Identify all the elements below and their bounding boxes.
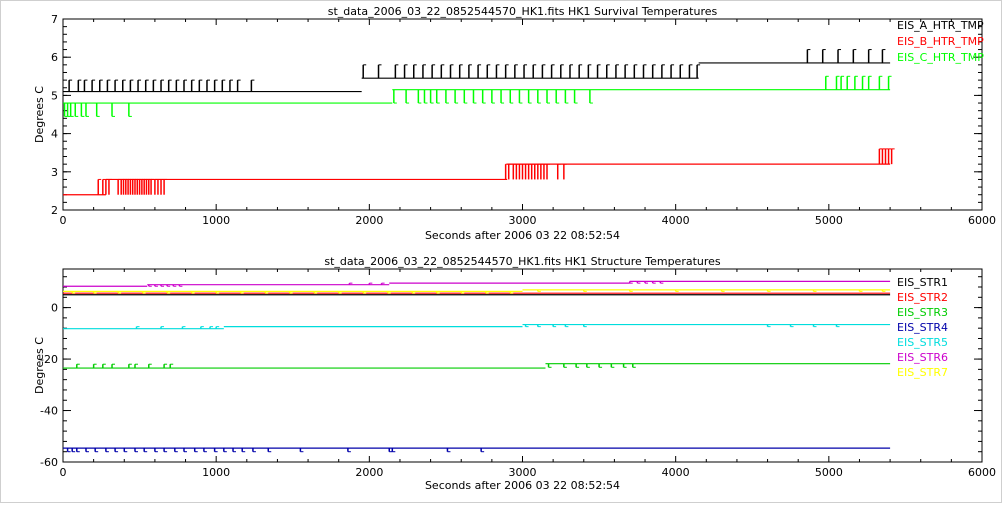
series-4 (63, 447, 891, 453)
y-tick-label: 5 (51, 89, 58, 102)
legend-entry: EIS_STR5 (897, 336, 948, 349)
x-tick-label: 4000 (662, 214, 690, 227)
series-3 (63, 363, 891, 369)
x-tick-label: 3000 (509, 466, 537, 479)
legend-entry: EIS_STR1 (897, 276, 948, 289)
legend-entry: EIS_STR3 (897, 306, 948, 319)
plot-frame (62, 268, 983, 463)
y-tick-label: 7 (51, 13, 58, 26)
chart-title: st_data_2006_03_22_0852544570_HK1.fits H… (328, 5, 718, 18)
x-axis-label: Seconds after 2006 03 22 08:52:54 (425, 229, 620, 242)
x-tick-label: 2000 (355, 214, 383, 227)
chart-title: st_data_2006_03_22_0852544570_HK1.fits H… (324, 255, 721, 268)
chart-1: st_data_2006_03_22_0852544570_HK1.fits H… (33, 5, 996, 242)
x-axis-label: Seconds after 2006 03 22 08:52:54 (425, 479, 620, 492)
x-tick-label: 5000 (815, 466, 843, 479)
y-tick-label: -40 (40, 405, 58, 418)
y-tick-label: 0 (51, 302, 58, 315)
x-axis: 0 1000 2000 3000 4000 5000 6000 (60, 269, 996, 479)
x-tick-label: 6000 (968, 214, 996, 227)
x-tick-label: 1000 (202, 214, 230, 227)
y-tick-label: 2 (51, 204, 58, 217)
y-axis-label: Degrees C (33, 337, 46, 394)
y-axis-label: Degrees C (33, 86, 46, 143)
x-tick-label: 0 (60, 214, 67, 227)
series-7 (63, 289, 891, 294)
legend-entry: EIS_STR4 (897, 321, 948, 334)
y-tick-label: 4 (51, 128, 58, 141)
legend-entry: EIS_B_HTR_TMP (897, 35, 984, 48)
y-tick-label: 3 (51, 166, 58, 179)
x-tick-label: 1000 (202, 466, 230, 479)
series-3 (63, 75, 892, 117)
legend-entry: EIS_STR7 (897, 366, 948, 379)
y-axis: 2 3 4 5 6 7 (51, 13, 982, 217)
x-tick-label: 4000 (662, 466, 690, 479)
y-tick-label: 6 (51, 51, 58, 64)
y-tick-label: -20 (40, 353, 58, 366)
x-tick-label: 0 (60, 466, 67, 479)
series-6 (63, 280, 891, 287)
plot-frame (62, 18, 983, 211)
series-5 (63, 323, 891, 330)
series-1 (63, 49, 891, 93)
x-axis: 0 1000 2000 3000 4000 5000 6000 (60, 19, 996, 227)
legend-entry: EIS_A_HTR_TMP (897, 19, 984, 32)
legend-entry: EIS_C_HTR_TMP (897, 51, 984, 64)
series-2 (63, 148, 895, 196)
chart-2: st_data_2006_03_22_0852544570_HK1.fits H… (33, 255, 996, 492)
legend-entry: EIS_STR6 (897, 351, 948, 364)
y-tick-label: -60 (40, 456, 58, 469)
x-tick-label: 3000 (509, 214, 537, 227)
y-axis: -60 -40 -20 0 (40, 276, 982, 469)
legend-entry: EIS_STR2 (897, 291, 948, 304)
x-tick-label: 5000 (815, 214, 843, 227)
x-tick-label: 2000 (355, 466, 383, 479)
x-tick-label: 6000 (968, 466, 996, 479)
